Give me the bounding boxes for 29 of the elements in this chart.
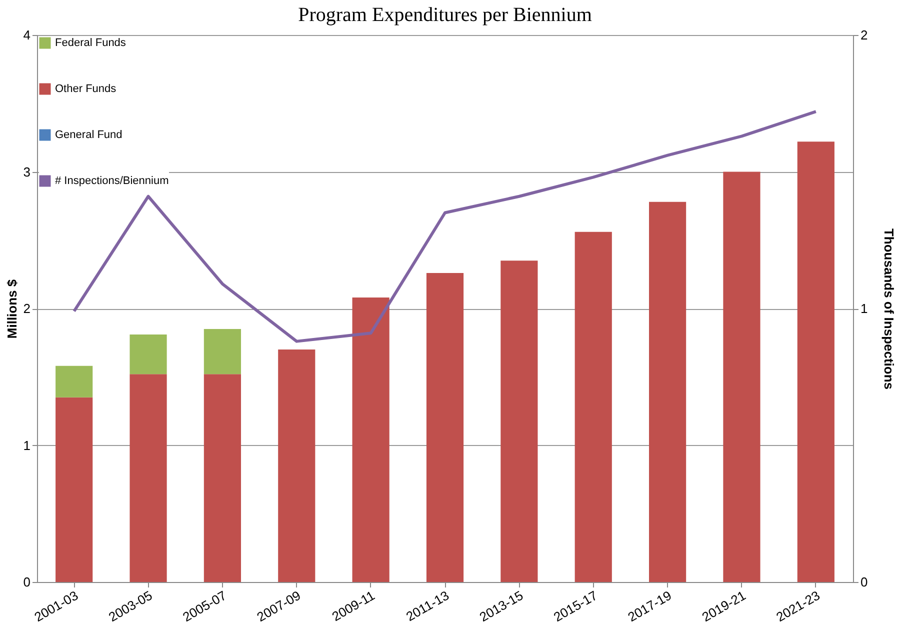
bar — [723, 172, 760, 582]
bar — [426, 272, 464, 582]
bar — [574, 232, 612, 582]
y-tick-label: 0 — [23, 574, 30, 590]
y2-tick-label: 1 — [860, 301, 868, 316]
bar — [56, 366, 93, 398]
bar — [130, 334, 167, 374]
y2-tick-label: 2 — [860, 28, 868, 42]
bar — [204, 374, 241, 582]
legend-label: Federal Funds — [55, 37, 126, 49]
bar — [649, 202, 686, 582]
bar — [797, 142, 834, 582]
bar — [56, 397, 93, 582]
y-tick-label: 2 — [23, 301, 30, 316]
legend-label: # Inspections/Biennium — [55, 175, 169, 187]
y-tick-label: 3 — [23, 164, 30, 180]
y2-tick-label: 0 — [860, 574, 868, 590]
bar — [278, 350, 316, 582]
chart-title: Program Expenditures per Biennium — [298, 4, 592, 26]
bar — [352, 298, 390, 582]
legend-label: Other Funds — [55, 83, 117, 95]
y2-axis-title: Thousands of Inspections — [882, 228, 897, 390]
y-axis-title: Millions $ — [4, 278, 20, 339]
bar — [500, 260, 538, 582]
y-tick-label: 4 — [23, 28, 30, 42]
legend-label: General Fund — [55, 129, 122, 141]
y-tick-label: 1 — [23, 438, 30, 453]
bar — [130, 374, 167, 582]
bar — [204, 329, 241, 374]
